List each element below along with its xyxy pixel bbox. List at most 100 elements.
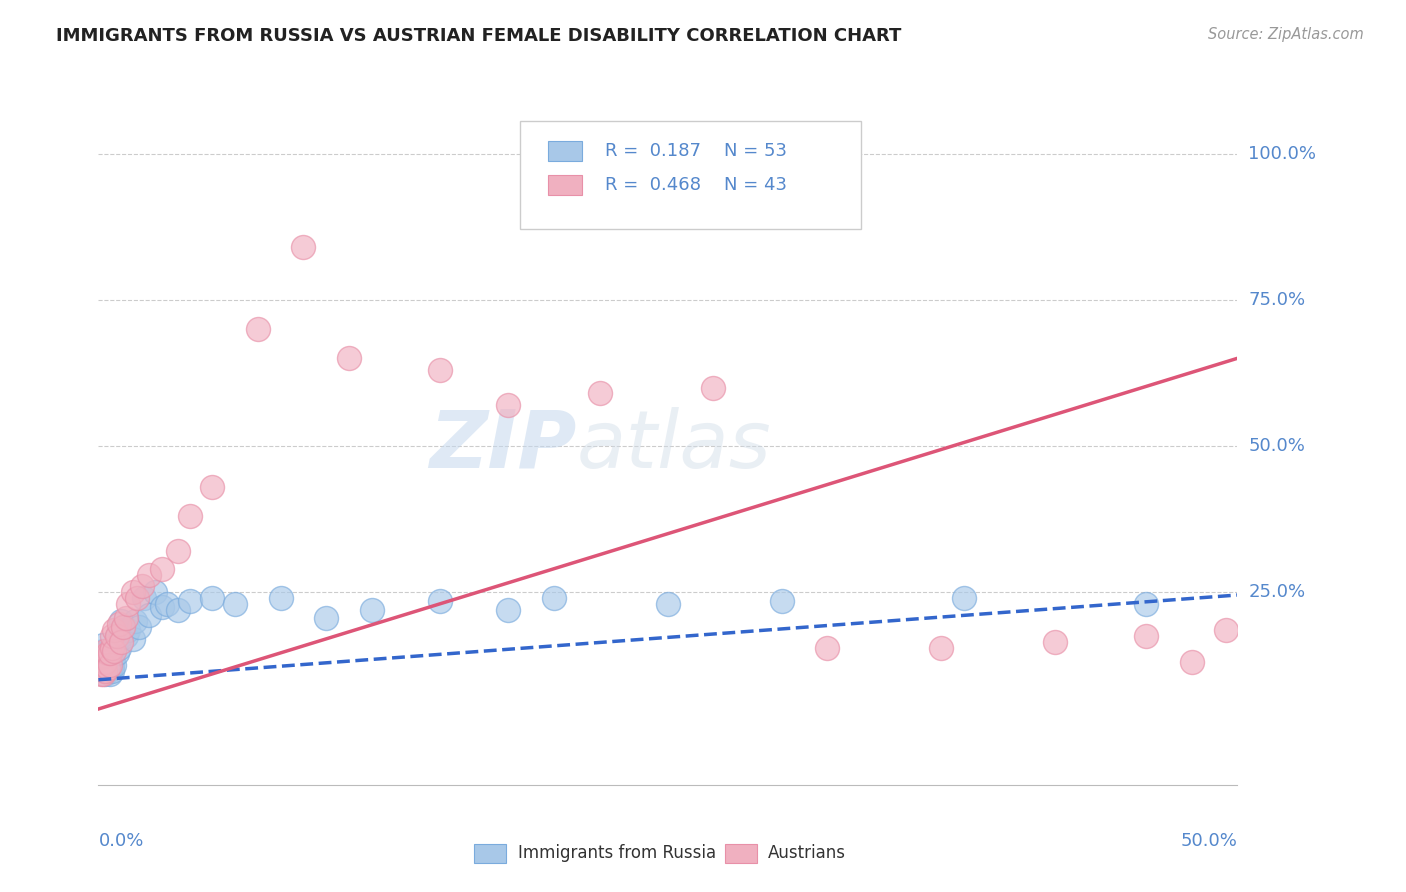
Point [96, 647, 118, 661]
Point [90, 649, 112, 664]
Point [91, 667, 114, 681]
Point [96, 647, 118, 661]
Text: 25.0%: 25.0% [1249, 583, 1306, 601]
Point [337, 351, 360, 366]
Point [110, 634, 132, 648]
Point [543, 591, 565, 605]
Point [90, 667, 112, 681]
Point [105, 629, 128, 643]
Point [1135, 597, 1157, 611]
Text: 100.0%: 100.0% [1249, 145, 1316, 163]
Text: IMMIGRANTS FROM RUSSIA VS AUSTRIAN FEMALE DISABILITY CORRELATION CHART: IMMIGRANTS FROM RUSSIA VS AUSTRIAN FEMAL… [56, 27, 901, 45]
FancyBboxPatch shape [520, 120, 862, 229]
Point [117, 623, 139, 637]
Point [1181, 655, 1204, 669]
Point [90, 661, 112, 675]
Point [121, 632, 143, 646]
Point [702, 380, 724, 394]
Point [815, 640, 838, 655]
Point [167, 602, 190, 616]
Text: Source: ZipAtlas.com: Source: ZipAtlas.com [1208, 27, 1364, 42]
Point [145, 585, 167, 599]
Text: 50.0%: 50.0% [1249, 437, 1305, 455]
Point [429, 594, 451, 608]
Point [101, 658, 124, 673]
Point [94, 655, 117, 669]
Point [110, 629, 132, 643]
Text: atlas: atlas [576, 407, 772, 485]
Point [150, 562, 173, 576]
Point [112, 623, 135, 637]
Point [91, 655, 114, 669]
Point [103, 640, 125, 655]
Point [112, 620, 135, 634]
Point [131, 579, 153, 593]
Point [94, 643, 117, 657]
Point [105, 647, 128, 661]
Point [201, 480, 224, 494]
Point [110, 615, 132, 629]
Point [270, 591, 292, 605]
Point [167, 544, 190, 558]
Point [105, 629, 128, 643]
Point [179, 594, 201, 608]
Point [101, 652, 124, 666]
Text: 50.0%: 50.0% [1181, 832, 1237, 850]
Point [657, 597, 679, 611]
Text: 75.0%: 75.0% [1249, 291, 1306, 309]
Point [201, 591, 224, 605]
Point [429, 363, 451, 377]
Point [91, 661, 114, 675]
Point [108, 617, 131, 632]
Text: 0.0%: 0.0% [98, 832, 143, 850]
Point [108, 640, 131, 655]
Point [498, 398, 520, 412]
Point [117, 597, 139, 611]
Point [1215, 623, 1237, 637]
Point [98, 658, 121, 673]
Point [103, 658, 125, 673]
Point [588, 386, 610, 401]
Point [292, 240, 315, 254]
Bar [474, 844, 506, 863]
Point [98, 661, 121, 675]
Point [929, 640, 952, 655]
Point [103, 643, 125, 657]
Point [94, 667, 117, 681]
Point [96, 661, 118, 675]
Point [498, 602, 520, 616]
Bar [548, 175, 582, 195]
Point [360, 602, 382, 616]
Bar [725, 844, 756, 863]
Point [94, 647, 117, 661]
Point [94, 655, 117, 669]
Point [91, 643, 114, 657]
Point [91, 658, 114, 673]
Point [150, 599, 173, 614]
Point [246, 322, 269, 336]
Point [114, 611, 136, 625]
Text: Austrians: Austrians [768, 844, 846, 862]
Point [1135, 629, 1157, 643]
Point [94, 664, 117, 678]
Point [156, 597, 179, 611]
Point [138, 567, 160, 582]
Point [179, 509, 201, 524]
Point [1043, 634, 1066, 648]
Point [101, 664, 124, 678]
Point [91, 638, 114, 652]
Point [90, 655, 112, 669]
Text: R =  0.468    N = 43: R = 0.468 N = 43 [605, 176, 787, 194]
Point [90, 661, 112, 675]
Text: Immigrants from Russia: Immigrants from Russia [517, 844, 716, 862]
Point [98, 655, 121, 669]
Text: ZIP: ZIP [429, 407, 576, 485]
Point [96, 658, 118, 673]
Point [94, 661, 117, 675]
Bar [548, 141, 582, 161]
Point [101, 640, 124, 655]
Point [96, 652, 118, 666]
Point [315, 611, 337, 625]
Point [224, 597, 246, 611]
Point [98, 647, 121, 661]
